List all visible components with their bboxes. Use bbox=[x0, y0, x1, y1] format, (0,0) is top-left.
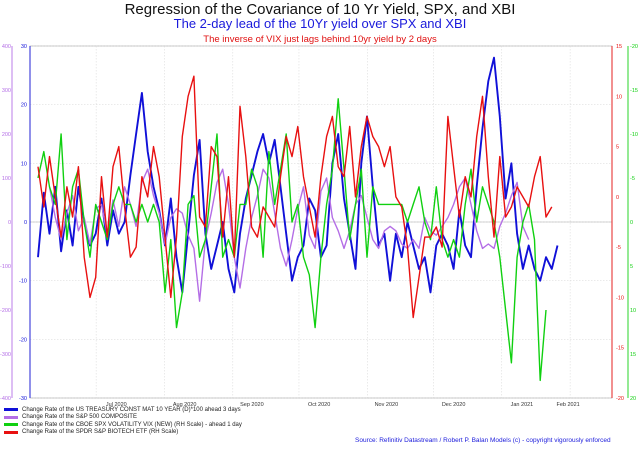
axis-right-outer-tick-label: 10 bbox=[630, 308, 636, 314]
legend-item-xbi: Change Rate of the SPDR S&P BIOTECH ETF … bbox=[4, 429, 242, 437]
axis-left-outer-tick-label: 200 bbox=[2, 132, 11, 138]
axis-right-inner-tick-label: 5 bbox=[616, 145, 619, 151]
chart-note: The inverse of VIX just lags behind 10yr… bbox=[203, 34, 437, 45]
axis-right-outer-tick-label: 5 bbox=[630, 264, 633, 270]
x-tick-label: Jul 2020 bbox=[106, 402, 127, 408]
x-tick-label: Jan 2021 bbox=[511, 402, 534, 408]
axis-right-outer-tick-label: -20 bbox=[630, 44, 638, 50]
legend-swatch bbox=[4, 408, 18, 412]
legend-label: Change Rate of the S&P 500 COMPOSITE bbox=[22, 414, 137, 421]
series-line-0 bbox=[37, 56, 559, 294]
series-line-3 bbox=[37, 75, 553, 319]
axis-left-inner-tick-label: 10 bbox=[21, 161, 27, 167]
chart-title: Regression of the Covariance of 10 Yr Yi… bbox=[124, 1, 516, 18]
legend-label: Change Rate of the US TREASURY CONST MAT… bbox=[22, 406, 241, 413]
x-tick-label: Feb 2021 bbox=[556, 402, 579, 408]
axis-right-inner-tick-label: 15 bbox=[616, 44, 622, 50]
axis-left-outer-tick-label: -200 bbox=[0, 308, 11, 314]
axis-right-inner-tick-label: 0 bbox=[616, 195, 619, 201]
axis-right-outer-tick-label: -5 bbox=[630, 176, 635, 182]
x-tick-label: Nov 2020 bbox=[375, 402, 399, 408]
axis-right-outer-tick-label: 0 bbox=[630, 220, 633, 226]
axis-left-outer-tick-label: 0 bbox=[8, 220, 11, 226]
x-tick-label: Dec 2020 bbox=[442, 402, 466, 408]
axis-right-outer-tick-label: -15 bbox=[630, 88, 638, 94]
legend-item-spx: Change Rate of the S&P 500 COMPOSITE bbox=[4, 414, 242, 422]
axis-left-inner-tick-label: 30 bbox=[21, 44, 27, 50]
legend-label: Change Rate of the SPDR S&P BIOTECH ETF … bbox=[22, 429, 179, 436]
axis-right-outer-tick-label: -10 bbox=[630, 132, 638, 138]
x-tick-label: Aug 2020 bbox=[173, 402, 197, 408]
x-tick-label: Oct 2020 bbox=[308, 402, 330, 408]
x-tick-label: Sep 2020 bbox=[240, 402, 264, 408]
chart-subtitle: The 2-day lead of the 10Yr yield over SP… bbox=[173, 16, 467, 31]
axis-right-inner-tick-label: -5 bbox=[616, 245, 621, 251]
axis-right-inner-tick-label: -20 bbox=[616, 396, 624, 402]
series-line-1 bbox=[48, 168, 530, 302]
legend-swatch bbox=[4, 415, 18, 419]
axis-right-inner-tick-label: 10 bbox=[616, 94, 622, 100]
axis-left-outer-tick-label: -300 bbox=[0, 352, 11, 358]
axis-right-inner-tick-label: -10 bbox=[616, 295, 624, 301]
axis-left-inner-tick-label: 20 bbox=[21, 103, 27, 109]
legend: Change Rate of the US TREASURY CONST MAT… bbox=[4, 406, 242, 436]
source-credit: Source: Refinitiv Datastream / Robert P.… bbox=[355, 437, 611, 444]
legend-label: Change Rate of the CBOE SPX VOLATILITY V… bbox=[22, 421, 242, 428]
axis-left-inner-tick-label: -20 bbox=[19, 337, 27, 343]
legend-swatch bbox=[4, 423, 18, 427]
axis-left-inner-tick-label: -30 bbox=[19, 396, 27, 402]
axis-right-outer-tick-label: 20 bbox=[630, 396, 636, 402]
axis-right-inner-tick-label: -15 bbox=[616, 346, 624, 352]
axis-left-outer-tick-label: -400 bbox=[0, 396, 11, 402]
legend-swatch bbox=[4, 430, 18, 434]
axis-left-inner-tick-label: 0 bbox=[24, 220, 27, 226]
axis-right-outer-tick-label: 15 bbox=[630, 352, 636, 358]
legend-item-treasury: Change Rate of the US TREASURY CONST MAT… bbox=[4, 406, 242, 414]
axis-left-outer-tick-label: 100 bbox=[2, 176, 11, 182]
axis-left-outer-tick-label: -100 bbox=[0, 264, 11, 270]
axis-left-outer-tick-label: 300 bbox=[2, 88, 11, 94]
legend-item-vix: Change Rate of the CBOE SPX VOLATILITY V… bbox=[4, 421, 242, 429]
axis-left-inner-tick-label: -10 bbox=[19, 279, 27, 285]
series-line-2 bbox=[37, 98, 547, 382]
axis-left-outer-tick-label: 400 bbox=[2, 44, 11, 50]
